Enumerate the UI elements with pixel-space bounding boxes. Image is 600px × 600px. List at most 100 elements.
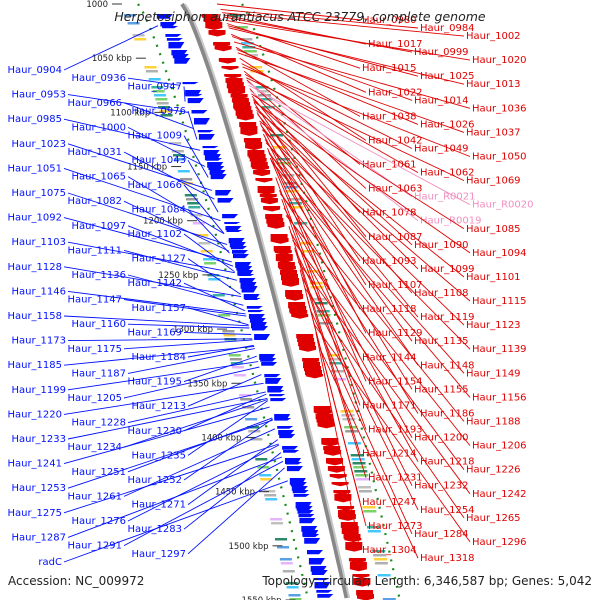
- gene-label: Haur_1139: [472, 344, 527, 355]
- cog-forward-mark: [331, 370, 345, 373]
- genome-backbone-highlight: [184, 3, 351, 599]
- gene-label: Haur_1123: [466, 320, 521, 331]
- reverse-gene-mark: [202, 146, 219, 149]
- gene-label: Haur_1242: [472, 489, 527, 500]
- gene-label: Haur_1160: [71, 319, 126, 330]
- gene-label: Haur_1155: [414, 384, 469, 395]
- cog-forward-mark: [276, 158, 290, 161]
- gene-label: Haur_1226: [466, 465, 521, 476]
- forward-gene-mark: [274, 250, 292, 255]
- cog-forward-mark: [333, 378, 346, 381]
- cog-reverse-mark: [239, 394, 252, 397]
- cog-reverse-mark: [250, 438, 263, 441]
- forward-gene-mark: [353, 578, 371, 587]
- forward-gene-mark: [299, 346, 317, 352]
- forward-gene-mark: [260, 198, 278, 205]
- reverse-gene-mark: [209, 170, 226, 175]
- cog-reverse-mark: [265, 498, 278, 501]
- forward-gene-mark: [317, 422, 335, 429]
- gene-label: Haur_1063: [368, 184, 423, 195]
- gene-leader-line: [294, 249, 413, 486]
- gene-label: Haur_1206: [472, 441, 527, 452]
- cog-reverse-mark: [204, 262, 217, 265]
- cog-forward-mark: [306, 270, 320, 273]
- gene-label: Haur_1085: [466, 224, 521, 235]
- gene-label: Haur_1148: [420, 360, 475, 371]
- forward-gene-mark: [263, 206, 281, 212]
- reverse-gene-mark: [316, 590, 333, 593]
- gene-label: Haur_1102: [127, 229, 182, 240]
- forward-strand-labels: Haur_0980Haur_0984Haur_1002Haur_1017Haur…: [216, 3, 534, 564]
- kbp-tick-label: 1300 kbp: [173, 325, 213, 335]
- reverse-gene-mark: [241, 286, 258, 293]
- gene-tracks: [123, 2, 401, 600]
- gene-leader-line: [187, 159, 219, 213]
- cog-reverse-mark: [152, 90, 165, 93]
- gene-leader-line: [315, 332, 361, 551]
- cog-reverse-mark: [245, 418, 258, 421]
- gene-label: Haur_1025: [420, 71, 475, 82]
- cog-reverse-mark: [282, 570, 295, 573]
- cog-reverse-mark: [190, 214, 203, 217]
- cog-reverse-mark: [196, 234, 209, 237]
- cog-reverse-mark: [148, 78, 161, 81]
- gene-label: Haur_1187: [71, 368, 126, 379]
- gene-label: Haur_0936: [71, 73, 126, 84]
- gene-leader-line: [216, 3, 361, 21]
- cog-reverse-mark: [158, 106, 170, 109]
- forward-gene-mark: [208, 30, 226, 37]
- gene-leader-line: [127, 126, 206, 167]
- reverse-gene-mark: [246, 306, 263, 309]
- gene-label: Haur_1199: [11, 385, 66, 396]
- reverse-gene-mark: [160, 22, 177, 27]
- gene-label: Haur_1157: [131, 303, 186, 314]
- gene-leader-line: [268, 153, 465, 374]
- reverse-gene-mark: [168, 42, 185, 49]
- cog-reverse-mark: [144, 66, 157, 69]
- reverse-gene-mark: [217, 198, 234, 203]
- gene-leader-line: [183, 331, 252, 335]
- cog-reverse-mark: [203, 258, 215, 261]
- reverse-gene-mark: [166, 38, 183, 41]
- cog-forward-mark: [377, 574, 391, 577]
- reverse-gene-mark: [299, 518, 316, 524]
- reverse-gene-mark: [264, 374, 281, 378]
- cog-reverse-mark: [285, 582, 298, 585]
- cog-forward-mark: [239, 38, 253, 41]
- gene-label: Haur_1000: [71, 122, 126, 133]
- gene-label: Haur_1252: [127, 475, 182, 486]
- gene-leader-line: [187, 439, 278, 505]
- forward-gene-mark: [331, 482, 349, 487]
- kbp-ticks: 1000 1050 kbp 1100 kbp 1150 kbp 1200 kbp 1250…: [86, 0, 296, 600]
- gene-leader-line: [270, 158, 413, 390]
- gene-leader-line: [63, 25, 159, 71]
- reverse-gene-mark: [203, 150, 220, 156]
- forward-gene-mark: [253, 170, 271, 177]
- reverse-gene-mark: [268, 390, 285, 393]
- gene-leader-line: [183, 282, 245, 312]
- reverse-gene-mark: [254, 334, 271, 340]
- forward-gene-mark: [321, 438, 339, 447]
- genome-summary-text: Topology: circular; Length: 6,346,587 bp…: [262, 574, 592, 588]
- reverse-gene-mark: [162, 26, 179, 29]
- reverse-gene-mark: [210, 174, 227, 180]
- cog-forward-mark: [374, 558, 387, 561]
- cog-reverse-mark: [263, 490, 276, 493]
- kbp-tick-label: 1050 kbp: [92, 54, 132, 64]
- cog-forward-mark: [328, 358, 342, 361]
- gene-leader-line: [313, 323, 471, 543]
- gene-label: radC: [38, 557, 62, 568]
- cog-reverse-mark: [277, 546, 289, 549]
- forward-gene-mark: [205, 22, 223, 30]
- gene-label: Haur_1119: [420, 312, 475, 323]
- gene-leader-line: [289, 231, 419, 462]
- forward-gene-mark: [267, 222, 285, 229]
- forward-gene-mark: [333, 490, 351, 495]
- gene-label: Haur_1195: [127, 377, 182, 388]
- gene-label: Haur_1158: [7, 311, 62, 322]
- cog-reverse-mark: [228, 354, 241, 357]
- reverse-gene-mark: [270, 398, 287, 402]
- gene-leader-line: [67, 397, 268, 440]
- reverse-gene-mark: [265, 378, 282, 384]
